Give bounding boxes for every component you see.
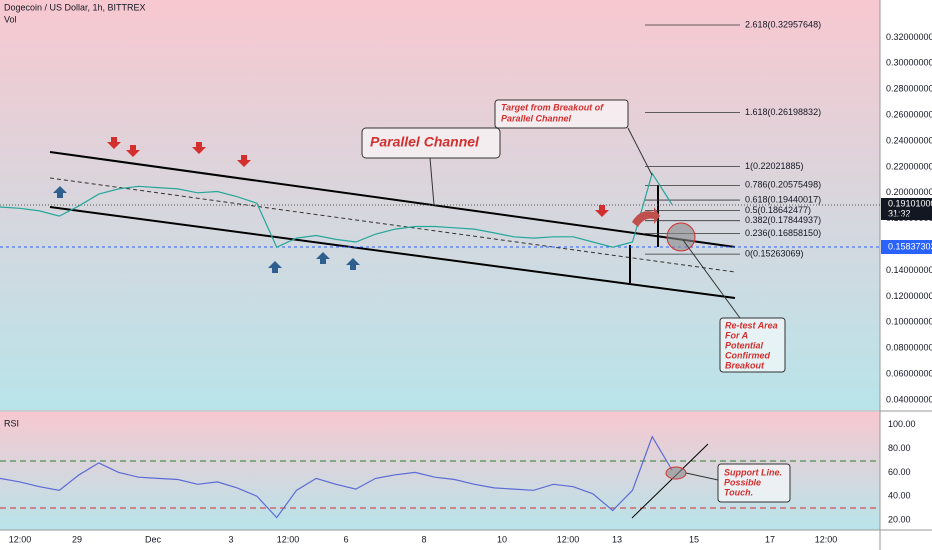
rsi-tick-label: 20.00 — [888, 514, 911, 524]
annotation: Breakout — [725, 360, 765, 370]
price-tick-label: 0.30000000 — [886, 58, 932, 68]
time-tick-label: Dec — [145, 534, 162, 544]
price-tick-label: 0.22000000 — [886, 161, 932, 171]
current-price: 0.19101000 — [888, 198, 932, 208]
annotation-box — [361, 127, 501, 159]
curved-arrow — [632, 207, 660, 227]
fib-label: 0.5(0.18642477) — [745, 205, 811, 215]
countdown: 31:32 — [888, 208, 911, 218]
annotation-box — [494, 99, 629, 129]
buy-arrow — [53, 186, 67, 198]
channel-mid — [49, 177, 736, 273]
chart-title: Dogecoin / US Dollar, 1h, BITTREX — [4, 2, 146, 12]
fib-label: 0.382(0.17844937) — [745, 215, 821, 225]
annotation: Parallel Channel — [501, 113, 572, 123]
volume-label: Vol — [4, 14, 17, 24]
rsi-tick-label: 80.00 — [888, 443, 911, 453]
callout-line — [685, 472, 719, 481]
price-tick-label: 0.04000000 — [886, 394, 932, 404]
sell-arrow — [107, 137, 121, 149]
time-tick-label: 15 — [689, 534, 699, 544]
annotation: Re-test Area — [725, 320, 778, 330]
marked-price-box — [881, 240, 932, 254]
annotation: Target from Breakout of — [501, 102, 604, 112]
rsi-tick-label: 100.00 — [888, 419, 916, 429]
sell-arrow — [126, 145, 140, 157]
buy-arrow — [346, 258, 360, 270]
channel-upper — [49, 151, 736, 248]
annotation: For A — [725, 330, 748, 340]
price-tick-label: 0.10000000 — [886, 317, 932, 327]
time-tick-label: 12:00 — [9, 534, 32, 544]
rsi-tick-label: 40.00 — [888, 491, 911, 501]
fib-label: 0.618(0.19440017) — [745, 194, 821, 204]
fib-label: 1(0.22021885) — [745, 161, 804, 171]
price-axis-bg — [880, 0, 932, 550]
fib-label: 0.236(0.16858150) — [745, 228, 821, 238]
current-price-box — [881, 198, 932, 220]
support-line — [631, 443, 709, 519]
annotation: Touch. — [724, 487, 753, 497]
annotation: Parallel Channel — [370, 134, 480, 150]
price-tick-label: 0.32000000 — [886, 32, 932, 42]
sell-arrow — [595, 205, 609, 217]
price-tick-label: 0.24000000 — [886, 135, 932, 145]
annotation: Support Line. — [724, 467, 782, 477]
channel-lower — [49, 206, 736, 299]
retest-circle — [666, 222, 696, 252]
time-tick-label: 12:00 — [277, 534, 300, 544]
callout-line — [429, 157, 435, 206]
fib-label: 2.618(0.32957648) — [745, 19, 821, 29]
price-tick-label: 0.06000000 — [886, 368, 932, 378]
callout-line — [627, 127, 653, 176]
marked-price: 0.15837303 — [888, 241, 932, 251]
fib-label: 0(0.15263069) — [745, 249, 804, 259]
annotation: Confirmed — [725, 350, 771, 360]
rsi-label: RSI — [4, 418, 19, 428]
annotation-box — [717, 463, 791, 503]
price-tick-label: 0.14000000 — [886, 265, 932, 275]
annotation-box — [719, 317, 786, 373]
time-tick-label: 29 — [72, 534, 82, 544]
rsi-line — [0, 435, 673, 519]
sell-arrow — [192, 142, 206, 154]
price-tick-label: 0.08000000 — [886, 343, 932, 353]
callout-line — [682, 239, 741, 319]
price-tick-label: 0.20000000 — [886, 187, 932, 197]
time-tick-label: 6 — [343, 534, 348, 544]
fib-label: 0.786(0.20575498) — [745, 180, 821, 190]
touch-ellipse — [665, 466, 687, 480]
time-tick-label: 8 — [421, 534, 426, 544]
buy-arrow — [316, 252, 330, 264]
time-tick-label: 13 — [612, 534, 622, 544]
price-line — [0, 171, 673, 248]
annotation: Possible — [724, 477, 761, 487]
time-tick-label: 17 — [765, 534, 775, 544]
price-tick-label: 0.12000000 — [886, 291, 932, 301]
time-tick-label: 10 — [497, 534, 507, 544]
price-tick-label: 0.26000000 — [886, 109, 932, 119]
sell-arrow — [237, 155, 251, 167]
buy-arrow — [268, 261, 282, 273]
time-tick-label: 3 — [228, 534, 233, 544]
time-tick-label: 12:00 — [815, 534, 838, 544]
time-tick-label: 12:00 — [557, 534, 580, 544]
price-tick-label: 0.18000000 — [886, 213, 932, 223]
annotation: Potential — [725, 340, 764, 350]
price-tick-label: 0.28000000 — [886, 84, 932, 94]
rsi-tick-label: 60.00 — [888, 467, 911, 477]
fib-label: 1.618(0.26198832) — [745, 107, 821, 117]
